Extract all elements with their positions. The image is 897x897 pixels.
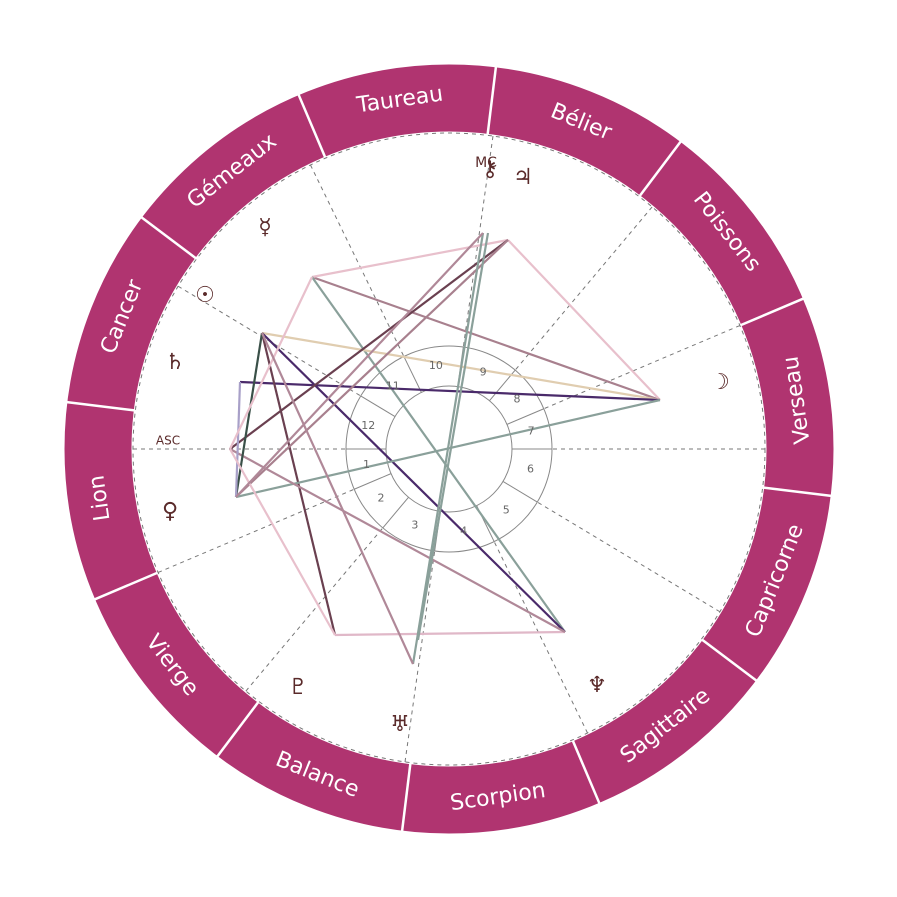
aspect-line (234, 381, 242, 498)
aspect-line (239, 380, 661, 402)
sign-divider (740, 297, 805, 327)
sign-divider (139, 215, 197, 260)
aspect-line (416, 232, 490, 641)
sign-divider (701, 638, 759, 683)
aspect-line (260, 332, 415, 665)
house-number: 11 (386, 380, 400, 393)
aspect-line (261, 332, 566, 633)
sign-divider (763, 486, 833, 498)
planet-glyph: ☿ (258, 215, 272, 240)
house-number: 5 (503, 503, 510, 516)
house-cusp (404, 550, 436, 762)
house-cusps (133, 136, 765, 762)
house-cusp-inner (506, 408, 545, 425)
house-number: 1 (363, 458, 370, 471)
house-cusp (245, 527, 384, 692)
planet-glyph: ☽ (710, 370, 730, 395)
planet-glyph: ♃ (513, 165, 533, 190)
house-cusp-inner (353, 473, 392, 490)
aspect-line (229, 448, 566, 633)
house-number: 12 (361, 419, 375, 432)
house-cusp-inner (502, 481, 538, 503)
house-cusp (462, 136, 494, 348)
aspect-line (311, 238, 509, 279)
aspect-line (260, 332, 337, 636)
aspect-line (229, 239, 509, 450)
sign-divider (93, 571, 158, 601)
aspect-line (311, 275, 661, 402)
planet-glyph: ♀ (162, 499, 178, 524)
house-number: 3 (411, 519, 418, 532)
asc-label: ASC (156, 434, 180, 448)
house-cusp-inner (403, 356, 422, 393)
aspect-line (334, 630, 566, 637)
planet-glyph: ♄ (165, 350, 185, 375)
planet-glyph: ♆ (587, 673, 607, 698)
aspect-line (229, 448, 336, 636)
house-number: 9 (480, 365, 487, 378)
planet-glyph: ⚷ (482, 157, 498, 182)
aspect-line (234, 332, 264, 498)
house-number: 2 (378, 491, 385, 504)
aspect-line (235, 232, 484, 498)
mc-label: MC (475, 155, 497, 171)
house-cusp-inner (382, 496, 409, 529)
sign-divider (638, 139, 683, 197)
house-cusp (493, 541, 588, 734)
aspect-lines (229, 232, 661, 665)
zodiac-ring (64, 64, 834, 834)
house-number: 10 (429, 359, 443, 372)
aspect-line (311, 276, 566, 633)
planet-glyph: ♅ (390, 712, 410, 737)
aspect-line (507, 239, 661, 401)
sign-divider (297, 93, 327, 158)
house-number: 6 (527, 462, 534, 475)
sign-divider (571, 740, 601, 805)
aspect-line (411, 232, 485, 665)
house-number: 7 (528, 425, 535, 438)
house-cusp-inner (360, 395, 396, 417)
sign-divider (215, 701, 260, 759)
aspect-line (235, 239, 509, 498)
house-cusp (537, 501, 721, 613)
aspect-line (229, 276, 313, 450)
sign-divider (486, 65, 498, 135)
house-cusp (157, 488, 355, 573)
sign-divider (400, 763, 412, 833)
planet-glyph: ♇ (288, 675, 308, 700)
planet-glyph: ☉ (195, 283, 215, 308)
house-number: 8 (513, 393, 520, 406)
house-cusp (514, 206, 653, 371)
sign-divider (65, 400, 135, 412)
house-cusp (310, 164, 405, 357)
house-number: 4 (460, 525, 467, 538)
house-cusp (543, 325, 741, 410)
